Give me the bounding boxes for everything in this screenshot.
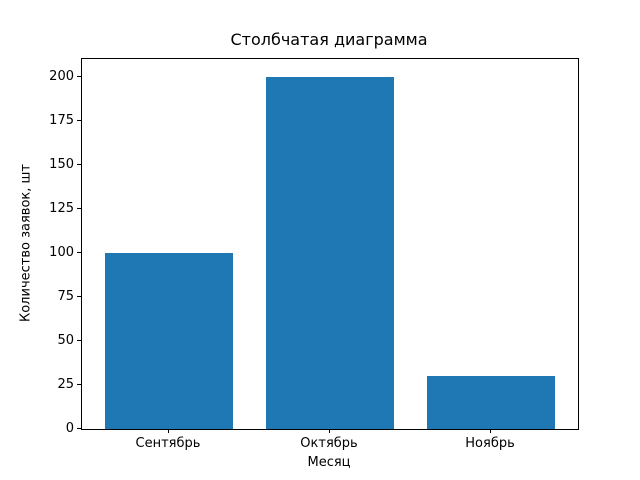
bar xyxy=(104,252,234,429)
x-tick-label: Октябрь xyxy=(300,436,358,451)
y-tick-label: 100 xyxy=(49,244,74,260)
y-tick-label: 25 xyxy=(57,376,74,392)
y-tick-label: 175 xyxy=(49,112,74,128)
y-tick xyxy=(77,428,81,429)
y-axis-label: Количество заявок, шт xyxy=(18,164,34,322)
x-tick-label: Ноябрь xyxy=(465,436,515,451)
x-axis-label: Месяц xyxy=(307,455,351,470)
y-tick xyxy=(77,339,81,341)
x-tick xyxy=(490,429,492,433)
x-tick-label: Сентябрь xyxy=(135,436,201,451)
y-tick xyxy=(77,207,81,209)
x-tick xyxy=(167,429,169,433)
y-tick xyxy=(77,75,81,77)
x-tick xyxy=(329,429,330,433)
plot-area xyxy=(81,58,579,430)
y-tick-label: 75 xyxy=(57,288,74,304)
y-tick xyxy=(77,295,81,297)
bar xyxy=(426,376,556,429)
y-tick-label: 50 xyxy=(57,332,74,348)
y-tick xyxy=(77,251,81,253)
y-tick xyxy=(77,383,81,385)
chart-title: Столбчатая диаграмма xyxy=(230,30,428,49)
y-tick-label: 125 xyxy=(49,200,74,216)
y-tick-label: 0 xyxy=(65,421,74,436)
bar xyxy=(265,76,395,429)
y-tick-label: 200 xyxy=(49,68,74,84)
y-tick xyxy=(77,119,81,121)
y-tick-label: 150 xyxy=(49,156,74,172)
y-tick xyxy=(77,163,81,165)
